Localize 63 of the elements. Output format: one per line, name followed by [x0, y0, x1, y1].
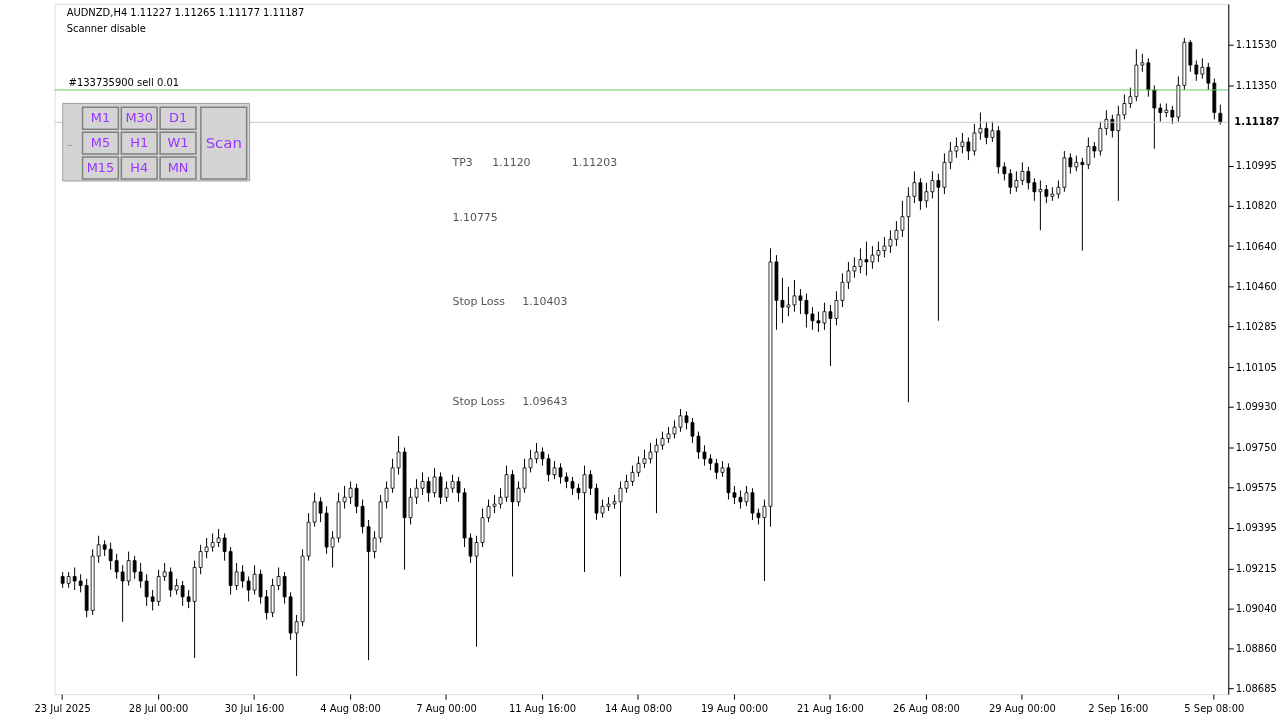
x-tick-label: 7 Aug 00:00	[416, 702, 477, 714]
x-tick-label: 23 Jul 2025	[34, 702, 91, 714]
x-tick-label: 21 Aug 16:00	[796, 702, 864, 714]
annotation: ..	[66, 138, 73, 149]
y-tick-label: 1.09215	[1235, 563, 1277, 575]
y-tick-label: 1.09575	[1235, 481, 1277, 493]
y-tick-label: 1.11530	[1235, 39, 1277, 51]
x-tick-label: 2 Sep 16:00	[1088, 702, 1149, 714]
x-tick-label: 14 Aug 08:00	[604, 702, 672, 714]
y-tick-label: 1.10285	[1235, 320, 1277, 332]
annotation: M1	[90, 110, 111, 126]
x-tick-label: 29 Aug 00:00	[988, 702, 1056, 714]
y-tick-label: 1.09040	[1235, 602, 1277, 614]
annotation: Stop Loss	[452, 394, 506, 408]
annotation: M15	[86, 160, 115, 176]
annotation: MN	[167, 160, 189, 176]
y-tick-label: 1.10995	[1235, 160, 1277, 172]
annotation: H4	[130, 160, 149, 176]
y-tick-label: 1.10460	[1235, 281, 1277, 293]
annotation: M5	[90, 135, 111, 151]
x-tick-label: 26 Aug 08:00	[892, 702, 960, 714]
text: Scanner disable	[66, 22, 146, 34]
annotation: Stop Loss	[452, 295, 506, 309]
annotation: Scan	[205, 134, 242, 153]
annotation: 1.11203	[571, 156, 618, 170]
candlestick	[72, 566, 77, 591]
x-tick-label: 28 Jul 00:00	[128, 702, 189, 714]
annotation: 1.10403	[522, 295, 568, 309]
x-tick-label: 30 Jul 16:00	[224, 702, 285, 714]
annotation: D1	[168, 110, 188, 126]
y-tick-label: 1.09930	[1235, 401, 1277, 413]
candlestick	[1200, 57, 1205, 80]
annotation: W1	[167, 135, 189, 151]
x-tick-label: 4 Aug 08:00	[320, 702, 381, 714]
candlestick	[1206, 62, 1211, 91]
annotation: 1.09643	[522, 394, 568, 408]
candlestick	[1218, 104, 1223, 126]
candlestick	[1152, 84, 1157, 150]
candlestick	[78, 573, 83, 593]
candlestick	[1188, 39, 1193, 73]
x-tick-label: 11 Aug 16:00	[509, 702, 577, 714]
y-tick-label: 1.11350	[1235, 79, 1277, 91]
ref-line-label: #133735900 sell 0.01	[68, 76, 180, 88]
candlestick	[1170, 105, 1175, 125]
candlestick	[1194, 60, 1199, 82]
x-tick-label: 19 Aug 00:00	[700, 702, 768, 714]
chart-title: AUDNZD,H4 1.11227 1.11265 1.11177 1.11187	[66, 6, 305, 18]
annotation: TP3	[451, 156, 473, 170]
annotation: M30	[125, 110, 154, 126]
y-tick-label: 1.08860	[1235, 643, 1277, 655]
y-tick-label: 1.10640	[1235, 240, 1277, 252]
y-tick-label: 1.09395	[1235, 522, 1277, 534]
candlestick	[1140, 53, 1145, 73]
candlestick	[1158, 103, 1163, 123]
y-tick-label: 1.10820	[1235, 199, 1277, 211]
annotation: 1.1120	[492, 156, 531, 170]
annotation: 1.10775	[452, 210, 498, 224]
annotation: H1	[130, 135, 149, 151]
y-tick-label: 1.10105	[1235, 361, 1277, 373]
y-tick-label: 1.09750	[1235, 441, 1277, 453]
ref-line-label: 1.11187	[1234, 116, 1280, 128]
y-tick-label: 1.08685	[1235, 682, 1277, 694]
x-tick-label: 5 Sep 08:00	[1184, 702, 1245, 714]
